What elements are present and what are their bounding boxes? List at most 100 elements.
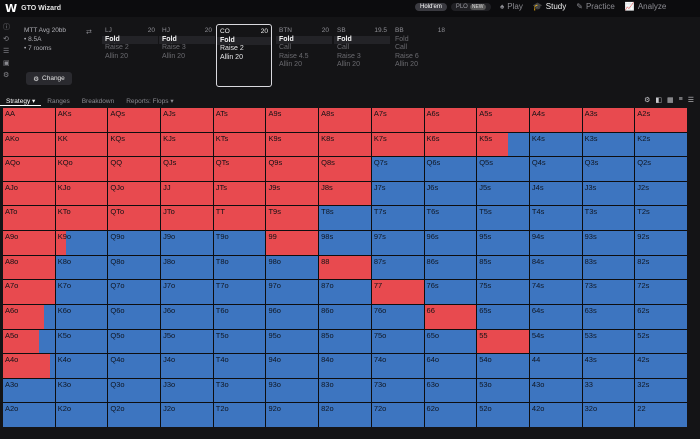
hand-cell[interactable]: 95o [266, 329, 319, 354]
hand-cell[interactable]: K9o [55, 231, 108, 255]
mode-holdem[interactable]: Hold'em [415, 3, 447, 11]
hand-cell[interactable]: QTo [108, 206, 161, 231]
hand-cell[interactable]: 54o [477, 354, 529, 378]
nav-analyze[interactable]: 📈 Analyze [625, 2, 666, 11]
hand-cell[interactable]: J7s [371, 181, 424, 206]
hand-cell[interactable]: J2s [635, 181, 687, 206]
tab-reports[interactable]: Reports: Flops ▾ [126, 98, 174, 105]
hand-cell[interactable]: Q8o [108, 255, 161, 280]
hand-cell[interactable]: KK [55, 132, 108, 157]
hand-cell[interactable]: 33 [582, 378, 635, 403]
hand-cell[interactable]: Q6o [108, 304, 161, 329]
change-button[interactable]: ⚙ Change [26, 72, 72, 85]
hand-cell[interactable]: K8s [319, 132, 371, 157]
hand-cell[interactable]: 86s [424, 255, 477, 280]
position-sb[interactable]: SB 19.5 Fold Call Raise 3 Allin 20 [334, 24, 390, 87]
hand-cell[interactable]: T6o [213, 304, 266, 329]
hand-cell[interactable]: 66 [424, 304, 477, 329]
hand-cell[interactable]: 77 [371, 280, 424, 304]
hand-cell[interactable]: T5s [477, 206, 529, 231]
hand-cell[interactable]: Q8s [319, 157, 371, 181]
hand-cell[interactable]: J3s [582, 181, 635, 206]
hand-cell[interactable]: 88 [319, 255, 371, 280]
hand-cell[interactable]: 32o [582, 403, 635, 427]
hand-cell[interactable]: 84s [529, 255, 582, 280]
action-option[interactable]: Allin 20 [337, 61, 360, 69]
hand-cell[interactable]: A3o [3, 378, 55, 403]
hand-cell[interactable]: Q9o [108, 231, 161, 255]
hand-cell[interactable]: T9s [266, 206, 319, 231]
hand-cell[interactable]: K3o [55, 378, 108, 403]
hand-cell[interactable]: 43o [529, 378, 582, 403]
hand-cell[interactable]: T6s [424, 206, 477, 231]
hand-cell[interactable]: J9s [266, 181, 319, 206]
hand-cell[interactable]: 99 [266, 231, 319, 255]
hand-cell[interactable]: J6o [161, 304, 213, 329]
hand-cell[interactable]: T8o [213, 255, 266, 280]
hand-cell[interactable]: 42s [635, 354, 687, 378]
hand-cell[interactable]: 87s [371, 255, 424, 280]
hand-cell[interactable]: KTo [55, 206, 108, 231]
hand-cell[interactable]: A4s [529, 108, 582, 132]
action-option[interactable]: Raise 2 [105, 44, 129, 52]
action-option[interactable]: Call [395, 44, 408, 52]
hand-cell[interactable]: KTs [213, 132, 266, 157]
hand-cell[interactable]: 94s [529, 231, 582, 255]
hand-cell[interactable]: 63o [424, 378, 477, 403]
action-option[interactable]: Allin 20 [105, 52, 128, 60]
save-icon[interactable]: ▣ [3, 60, 10, 67]
hand-cell[interactable]: 52s [635, 329, 687, 354]
hand-cell[interactable]: 65s [477, 304, 529, 329]
hand-cell[interactable]: T4o [213, 354, 266, 378]
hand-cell[interactable]: 53o [477, 378, 529, 403]
hand-cell[interactable]: K3s [582, 132, 635, 157]
hand-cell[interactable]: A8o [3, 255, 55, 280]
hand-cell[interactable]: Q4o [108, 354, 161, 378]
hand-cell[interactable]: J3o [161, 378, 213, 403]
layout-icon[interactable]: ◧ [655, 97, 662, 104]
hand-cell[interactable]: K2s [635, 132, 687, 157]
hand-cell[interactable]: T5o [213, 329, 266, 354]
hand-cell[interactable]: 44 [529, 354, 582, 378]
hand-cell[interactable]: A5s [477, 108, 529, 132]
hand-cell[interactable]: T3s [582, 206, 635, 231]
hand-cell[interactable]: Q4s [529, 157, 582, 181]
hand-cell[interactable]: QJo [108, 181, 161, 206]
hand-cell[interactable]: A6o [3, 304, 55, 329]
hand-cell[interactable]: 86o [319, 304, 371, 329]
hand-cell[interactable]: Q5s [477, 157, 529, 181]
hand-cell[interactable]: J7o [161, 280, 213, 304]
nav-play[interactable]: ♠ Play [500, 2, 523, 11]
action-option[interactable]: Fold [334, 36, 390, 45]
hand-cell[interactable]: 52o [477, 403, 529, 427]
hand-cell[interactable]: 65o [424, 329, 477, 354]
hand-cell[interactable]: K8o [55, 255, 108, 280]
hand-cell[interactable]: 62o [424, 403, 477, 427]
hand-cell[interactable]: ATs [213, 108, 266, 132]
hand-cell[interactable]: 72o [371, 403, 424, 427]
hand-cell[interactable]: K2o [55, 403, 108, 427]
info-icon[interactable]: ⓘ [3, 24, 10, 31]
hand-cell[interactable]: AJs [161, 108, 213, 132]
hand-cell[interactable]: AQo [3, 157, 55, 181]
action-option[interactable]: Fold [395, 36, 409, 43]
action-option[interactable]: Allin 20 [395, 61, 418, 69]
hand-cell[interactable]: AKo [3, 132, 55, 157]
hand-cell[interactable]: A7s [371, 108, 424, 132]
hand-cell[interactable]: 73s [582, 280, 635, 304]
hand-cell[interactable]: T7s [371, 206, 424, 231]
hand-cell[interactable]: T4s [529, 206, 582, 231]
hand-cell[interactable]: 92o [266, 403, 319, 427]
hand-cell[interactable]: TT [213, 206, 266, 231]
hand-cell[interactable]: T7o [213, 280, 266, 304]
action-option[interactable]: Raise 2 [220, 45, 244, 53]
hand-cell[interactable]: K9s [266, 132, 319, 157]
hand-cell[interactable]: Q2s [635, 157, 687, 181]
hand-cell[interactable]: J5o [161, 329, 213, 354]
tab-strategy[interactable]: Strategy ▾ [0, 97, 42, 106]
hand-cell[interactable]: Q5o [108, 329, 161, 354]
hand-cell[interactable]: 85s [477, 255, 529, 280]
hand-cell[interactable]: K5s [477, 132, 529, 157]
hand-cell[interactable]: 76o [371, 304, 424, 329]
action-option[interactable]: Raise 3 [337, 52, 361, 60]
